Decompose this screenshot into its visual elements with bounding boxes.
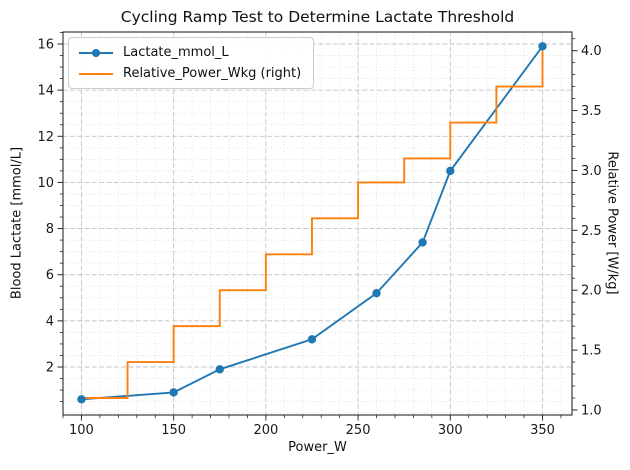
x-tick-label: 250	[346, 423, 371, 438]
axes-spine	[62, 31, 573, 416]
left-tick-label: 4	[46, 314, 54, 329]
left-tick-label: 10	[37, 176, 54, 191]
lactate-series-swatch-icon	[79, 48, 113, 58]
lactate-marker	[77, 395, 86, 404]
x-tick-label: 350	[530, 423, 555, 438]
x-tick-label: 200	[253, 423, 278, 438]
right-tick-label: 1.0	[581, 403, 602, 418]
x-tick-label: 100	[69, 423, 94, 438]
lactate-marker	[446, 166, 455, 176]
legend-label-lactate: Lactate_mmol_L	[123, 45, 229, 60]
legend-item-relative-power: Relative_Power_Wkg (right)	[79, 66, 301, 81]
lactate-marker	[169, 388, 178, 397]
right-tick-label: 2.0	[581, 284, 602, 299]
left-y-axis-label: Blood Lactate [mmol/L]	[9, 146, 25, 300]
lactate-marker	[307, 335, 317, 344]
left-tick-label: 14	[37, 84, 54, 99]
right-tick-label: 4.0	[581, 44, 602, 59]
lactate-marker	[372, 288, 381, 298]
chart-title: Cycling Ramp Test to Determine Lactate T…	[120, 8, 515, 26]
left-tick-label: 8	[46, 222, 54, 237]
x-tick-label: 150	[161, 423, 186, 438]
left-tick-label: 12	[37, 130, 54, 145]
left-tick-label: 2	[46, 361, 54, 376]
lactate-line	[81, 45, 544, 401]
legend: Lactate_mmol_L Relative_Power_Wkg (right…	[68, 37, 315, 89]
left-tick-label: 6	[46, 268, 54, 283]
right-tick-label: 1.5	[581, 344, 602, 359]
lactate-marker-icon	[92, 48, 100, 57]
right-tick-label: 3.0	[581, 164, 602, 179]
relative-power-line-icon	[79, 72, 113, 75]
right-tick-label: 2.5	[581, 224, 602, 239]
lactate-marker	[215, 365, 224, 374]
relative-power-series-swatch-icon	[79, 69, 113, 79]
lactate-marker	[418, 238, 427, 247]
x-axis-label: Power_W	[288, 440, 347, 455]
legend-label-relative-power: Relative_Power_Wkg (right)	[123, 66, 302, 81]
lactate-marker	[538, 42, 547, 51]
left-tick-label: 16	[37, 37, 54, 52]
legend-item-lactate: Lactate_mmol_L	[79, 45, 301, 60]
right-y-axis-label: Relative Power [W/kg]	[604, 151, 620, 295]
right-tick-label: 3.5	[581, 104, 602, 119]
x-tick-label: 300	[438, 423, 463, 438]
relative-power-step-line	[81, 50, 544, 399]
